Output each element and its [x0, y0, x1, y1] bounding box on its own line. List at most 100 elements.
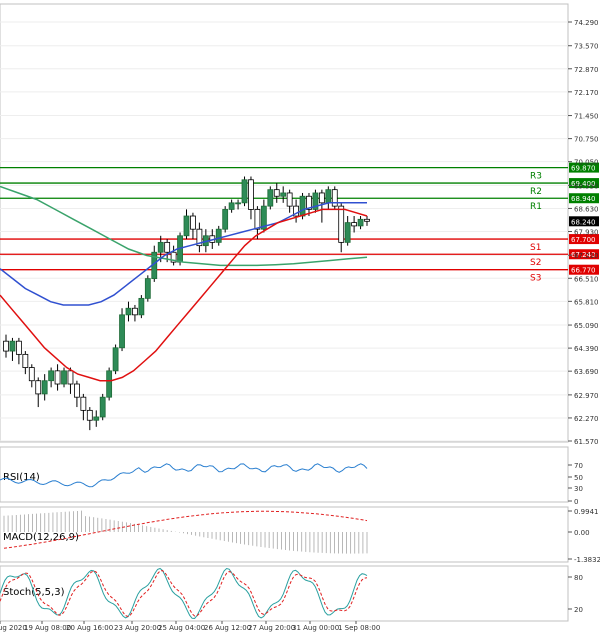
price-tick-label: 70.050	[574, 159, 599, 167]
macd-indicator: MACD(12,26,9) 0.9941 0.00 -1.3832	[3, 508, 600, 564]
candle-body	[254, 209, 261, 230]
rsi-indicator: RSI(14) 70 50 30 0	[0, 462, 583, 506]
candle-body	[80, 396, 87, 411]
candle-body	[338, 205, 345, 243]
level-value-s2: 67.240	[571, 251, 596, 259]
price-tick-label: 65.810	[574, 298, 599, 306]
candle-body	[119, 314, 125, 349]
candle-body	[331, 189, 338, 207]
candle-body	[54, 370, 61, 385]
level-value-s3: 66.770	[571, 267, 596, 275]
candle-body	[280, 192, 287, 197]
candle-body	[228, 202, 235, 210]
price-tick-label: 70.750	[574, 136, 599, 144]
candle-body	[325, 189, 332, 204]
candle-body	[293, 205, 299, 217]
candle-body	[132, 307, 138, 316]
price-grid	[0, 21, 568, 442]
panel-tick-label: 70	[574, 462, 583, 470]
candle-body	[260, 205, 267, 230]
time-label: 27 Aug 20:00	[248, 624, 295, 632]
candle-body	[351, 222, 358, 227]
price-tick-label: 66.510	[574, 275, 599, 283]
level-value-r1: 68.940	[571, 195, 596, 203]
candle-body	[222, 209, 229, 230]
candle-body	[364, 218, 370, 222]
candle-body	[306, 195, 312, 210]
macd-title: MACD(12,26,9)	[3, 532, 79, 543]
price-tick-label: 61.570	[574, 438, 599, 446]
candle-body	[61, 370, 67, 385]
sma-fast-line	[0, 208, 368, 382]
candle-body	[248, 179, 254, 210]
candle-body	[35, 380, 42, 395]
candle-body	[241, 179, 248, 204]
candle-body	[267, 189, 274, 207]
time-label: 1 Sep 08:00	[338, 624, 380, 632]
level-name-r3: R3	[530, 172, 542, 182]
price-panel	[0, 3, 569, 443]
stoch-d-line	[0, 570, 368, 618]
candle-body	[144, 278, 151, 299]
level-value-r3: 69.870	[571, 165, 596, 173]
panel-tick-label: 80	[574, 574, 583, 582]
sma-slow-line	[0, 185, 368, 267]
candle-body	[48, 370, 55, 382]
level-name-s2: S2	[530, 258, 541, 268]
candle-body	[86, 409, 93, 421]
price-tick-label: 73.570	[574, 43, 599, 51]
candle-body	[170, 251, 177, 263]
candle-body	[286, 192, 293, 207]
panel-tick-label: 0.9941	[574, 508, 599, 516]
candle-body	[318, 192, 325, 204]
stoch-k-line	[0, 567, 368, 620]
panel-tick-label: 20	[574, 606, 583, 614]
level-tag-s2	[569, 249, 599, 260]
candle-body	[74, 383, 80, 398]
candle-body	[299, 195, 306, 217]
price-tick-label: 64.390	[574, 345, 599, 353]
candle-body	[41, 380, 48, 395]
panel-tick-label: -1.3832	[574, 556, 600, 564]
candle-body	[93, 416, 100, 421]
price-tick-label: 72.170	[574, 89, 599, 97]
rsi-panel	[0, 446, 569, 503]
price-tick-label: 69.330	[574, 182, 599, 190]
level-name-s3: S3	[530, 274, 541, 284]
candle-body	[344, 222, 351, 243]
macd-signal-line	[3, 510, 368, 549]
price-axis: 74.290 73.570 72.870 72.170 71.450 70.750 70.0…	[568, 19, 599, 446]
support-resistance-levels: R3 69.870 R2 69.400 R1 68.940 S1 67.700 S2 67.240…	[0, 162, 599, 284]
candle-body	[190, 215, 196, 230]
time-label: 23 Aug 20:00	[114, 624, 161, 632]
candle-body	[312, 192, 319, 210]
panel-tick-label: 50	[574, 474, 583, 482]
candle-body	[112, 347, 119, 372]
candle-body	[28, 367, 35, 382]
level-tag-r1	[569, 193, 599, 204]
time-label: 20 Aug 16:00	[66, 624, 113, 632]
candle-body	[196, 228, 203, 247]
time-label: 18 Aug 2020	[0, 624, 27, 632]
level-tag-r3	[569, 162, 599, 173]
candle-body	[15, 340, 22, 355]
candle-body	[22, 353, 29, 368]
candle-body	[164, 241, 171, 253]
candles	[3, 176, 370, 431]
panel-tick-label: 0.00	[574, 529, 590, 537]
rsi-title: RSI(14)	[3, 472, 40, 483]
stoch-panel	[0, 565, 569, 622]
level-name-r1: R1	[530, 202, 542, 212]
panel-tick-label: 0	[574, 498, 578, 506]
candle-body	[183, 215, 190, 237]
price-tick-label: 62.970	[574, 392, 599, 400]
time-label: 25 Aug 04:00	[158, 624, 205, 632]
candle-body	[157, 241, 164, 253]
price-tick-label: 71.450	[574, 113, 599, 121]
price-tick-label: 62.270	[574, 415, 599, 423]
time-label: 26 Aug 12:00	[204, 624, 251, 632]
candle-body	[138, 297, 145, 316]
level-value-r2: 69.400	[571, 180, 596, 188]
